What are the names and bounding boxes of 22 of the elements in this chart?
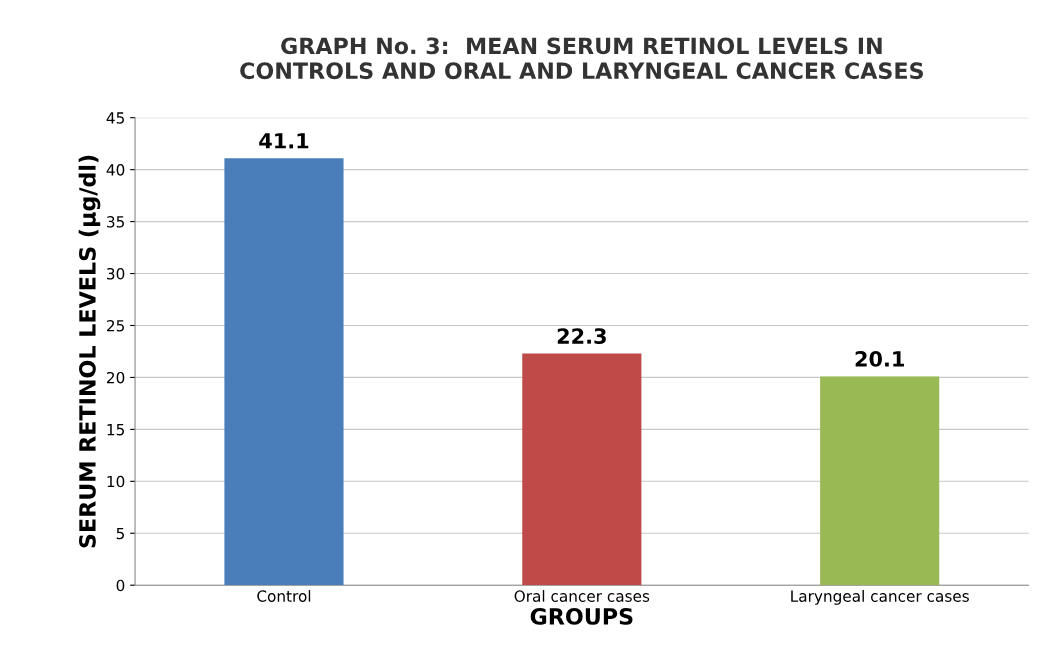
- y-tick-label: 20: [107, 371, 125, 384]
- data-label: 41.1: [259, 133, 309, 149]
- y-tick-label: 5: [116, 527, 124, 540]
- y-tick-label: 10: [107, 475, 125, 488]
- y-tick-label: 45: [106, 112, 124, 124]
- data-label: 22.3: [557, 328, 606, 344]
- bar: [224, 158, 344, 586]
- x-tick-label: Laryngeal cancer cases: [791, 590, 969, 605]
- y-tick-label: 25: [107, 319, 124, 332]
- y-tick-label: 15: [107, 424, 124, 436]
- y-tick-label: 40: [106, 164, 125, 176]
- x-tick-label: Control: [257, 590, 311, 602]
- y-axis-title: SERUM RETINOL LEVELS (µg/dl): [78, 155, 101, 548]
- bar: [522, 353, 642, 586]
- y-tick-label: 35: [107, 216, 124, 228]
- y-tick-label: 0: [116, 579, 125, 592]
- y-tick-label: 30: [107, 268, 125, 280]
- x-axis-title: GROUPS: [530, 608, 633, 625]
- x-tick-label: Oral cancer cases: [514, 590, 650, 602]
- chart-title: GRAPH No. 3: MEAN SERUM RETINOL LEVELS IN CONTROLS AND ORAL AND LARYNGEAL CANCER CASES: [240, 37, 923, 80]
- data-label: 20.1: [855, 351, 904, 367]
- bar: [820, 376, 940, 586]
